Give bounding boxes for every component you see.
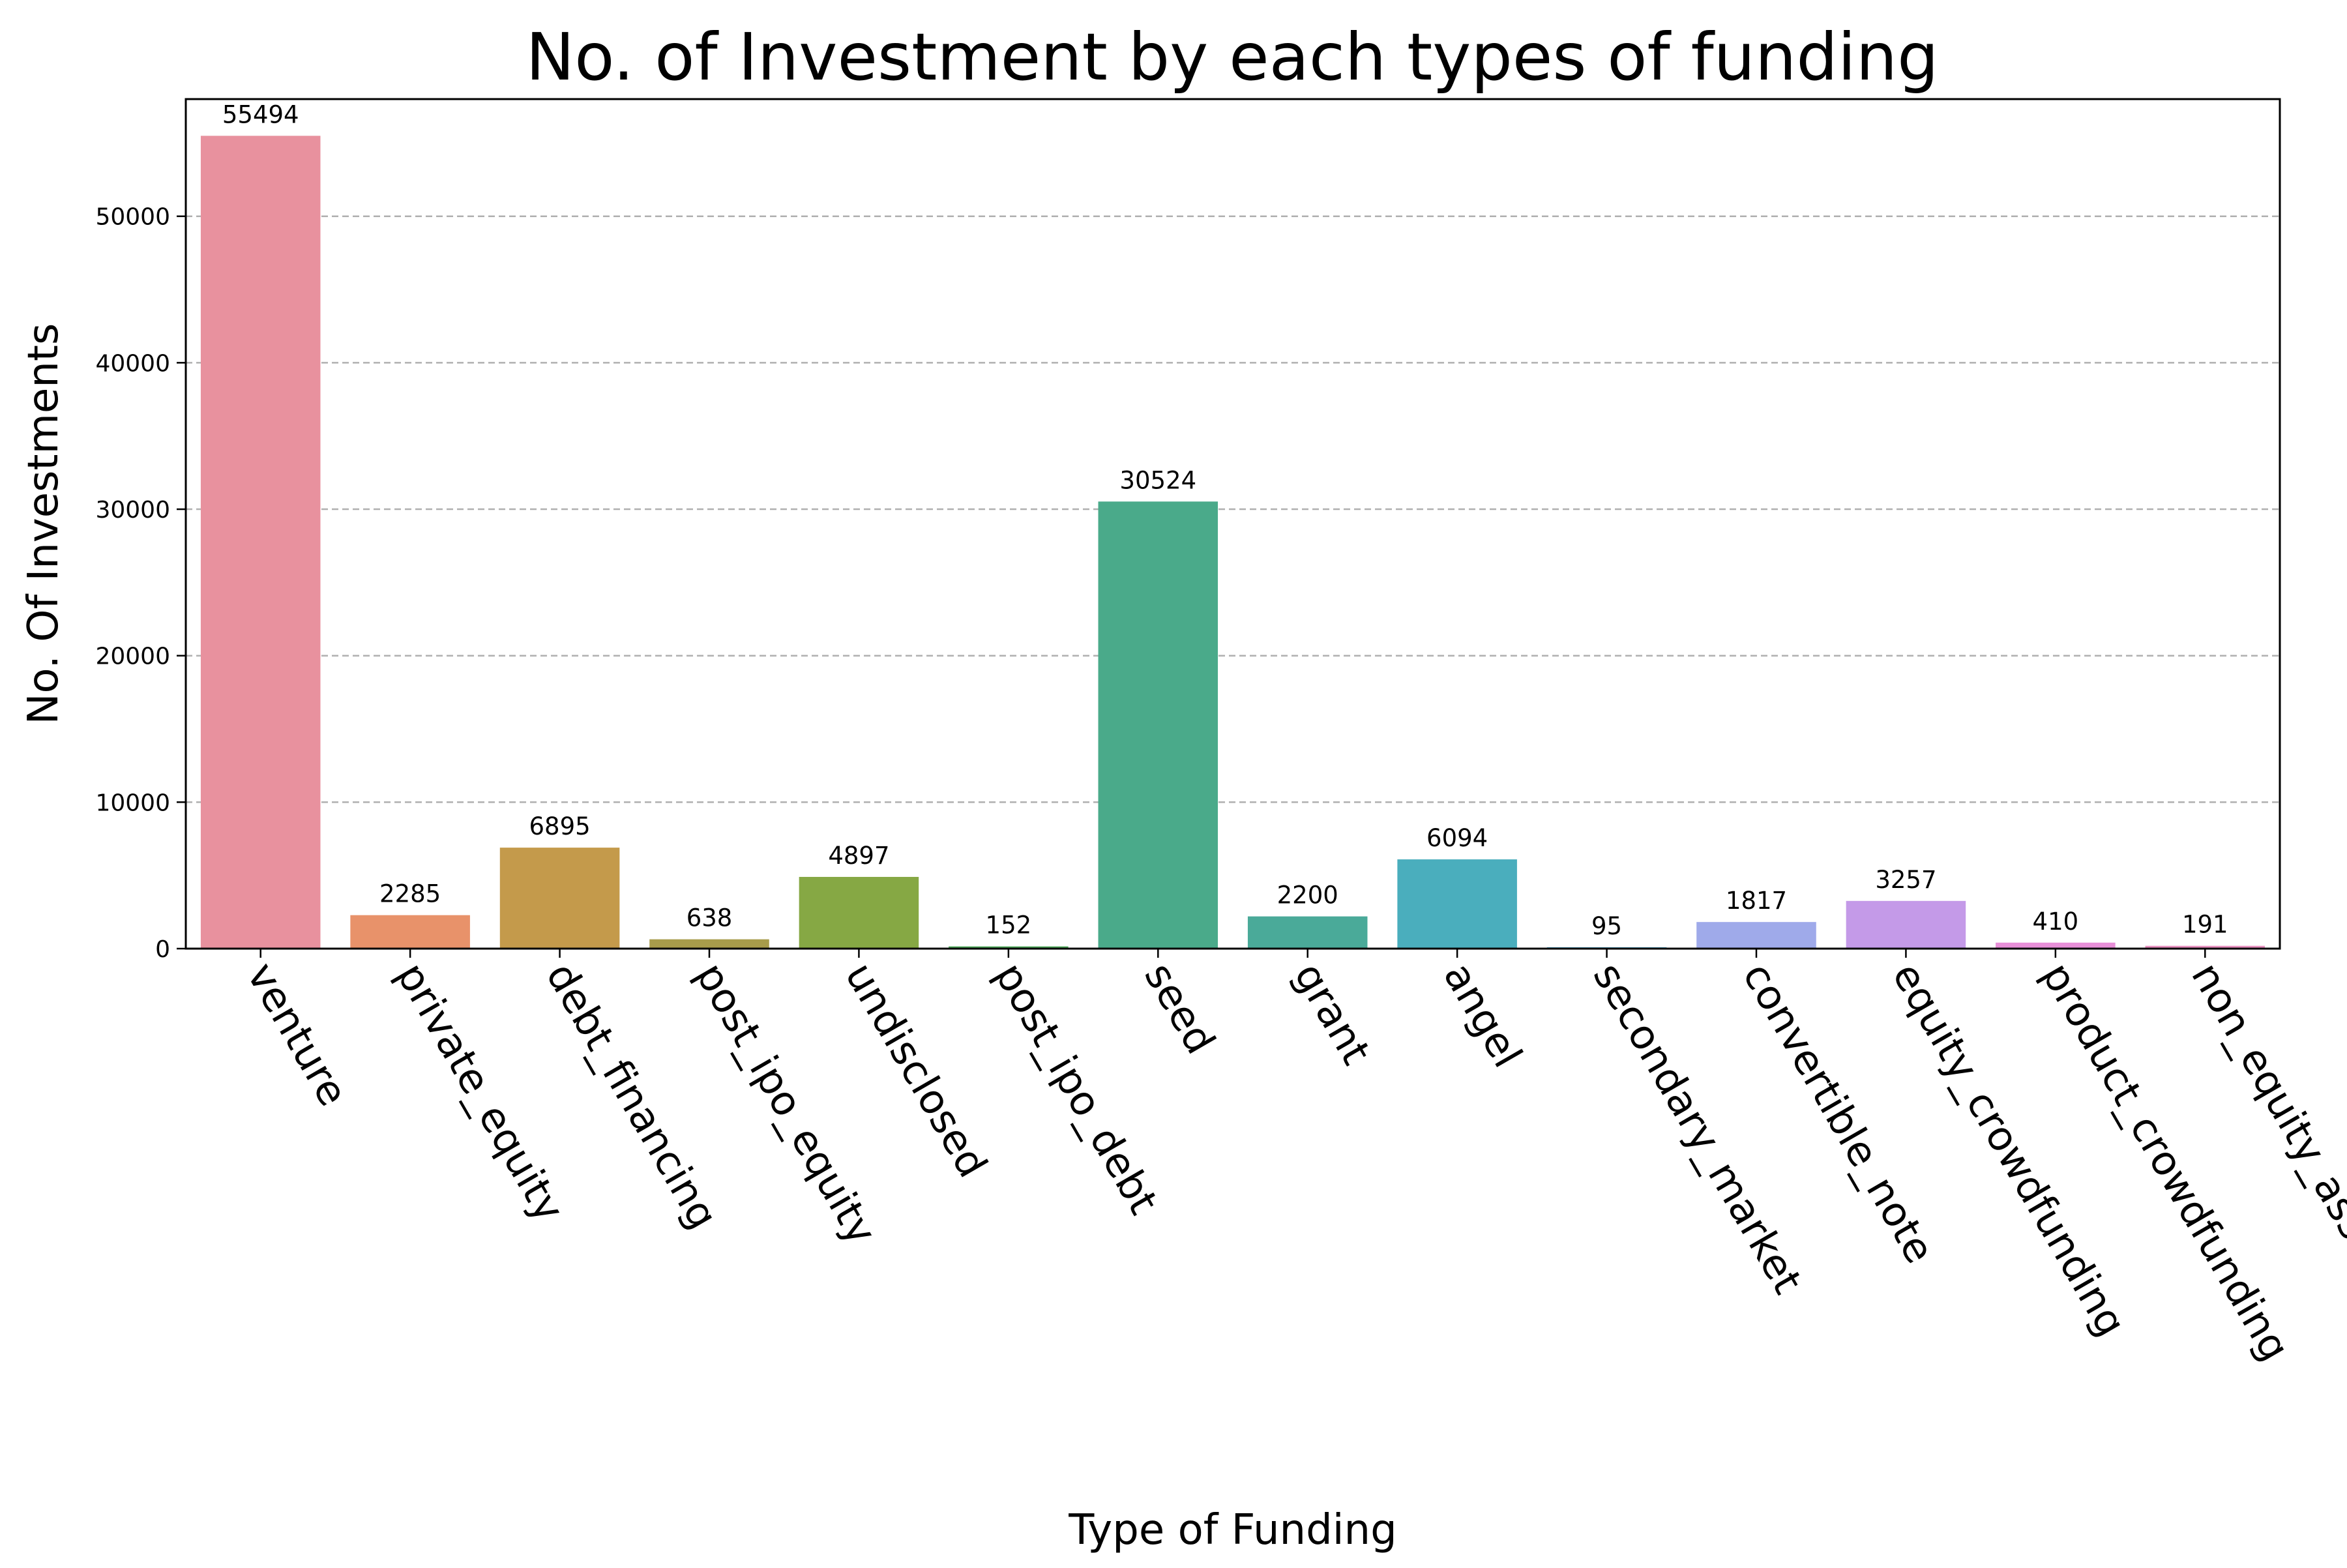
bar-product_crowdfunding: [1996, 942, 2116, 949]
bar-value-label: 638: [686, 904, 733, 932]
gridlines: [186, 215, 2280, 803]
bar-equity_crowdfunding: [1846, 900, 1966, 949]
y-axis: 0 10000 20000 30000 40000 50000: [95, 204, 186, 963]
x-axis: venture private_equitydebt_financingpost_…: [238, 949, 2347, 1373]
bar-post_ipo_debt: [949, 946, 1069, 949]
y-tick-label: 40000: [95, 350, 170, 377]
bar-value-label: 30524: [1119, 466, 1196, 494]
bar-value-label: 152: [986, 911, 1032, 939]
bar-non_equity_assistance: [2145, 945, 2266, 949]
bar-convertible_note: [1696, 922, 1816, 949]
bar-value-label: 410: [2033, 908, 2079, 936]
bar-angel: [1397, 859, 1517, 949]
x-tick-label: grant: [1285, 954, 1380, 1072]
bar-value-label: 2285: [379, 880, 441, 908]
bar-value-label: 55494: [222, 100, 299, 128]
bar-private_equity: [350, 915, 470, 949]
y-tick-label: 20000: [95, 643, 170, 670]
y-tick-label: 30000: [95, 497, 170, 524]
x-axis-title: Type of Funding: [1068, 1506, 1396, 1554]
bar-post_ipo_equity: [649, 939, 769, 949]
bar-seed: [1098, 501, 1218, 949]
bar-value-label: 6895: [529, 812, 590, 840]
bar-value-label: 6094: [1426, 824, 1488, 852]
bar-value-label: 2200: [1277, 881, 1338, 910]
bar-value-labels: 55494 2285 6895 638 4897 152 30524 2200 6094 95 18…: [222, 100, 2228, 940]
y-axis-title: No. Of Investments: [20, 323, 68, 725]
bar-value-label: 3257: [1875, 866, 1936, 894]
y-tick-label: 0: [155, 936, 170, 963]
bar-debt_financing: [499, 848, 620, 949]
bar-venture: [200, 136, 321, 949]
x-tick-label: venture: [238, 954, 357, 1114]
y-tick-label: 10000: [95, 790, 170, 816]
chart-title: No. of Investment by each types of fundi…: [525, 19, 1938, 95]
bar-value-label: 1817: [1726, 887, 1787, 915]
y-tick-label: 50000: [95, 204, 170, 231]
bar-value-label: 191: [2182, 911, 2228, 939]
x-tick-label: post_ipo_debt: [986, 954, 1168, 1222]
x-tick-label: undisclosed: [836, 954, 996, 1185]
bars: [200, 136, 2266, 949]
x-tick-label: angel: [1434, 954, 1531, 1075]
bar-value-label: 4897: [828, 842, 889, 870]
bar-undisclosed: [799, 876, 919, 949]
bar-grant: [1247, 916, 1368, 949]
x-tick-label: seed: [1135, 954, 1224, 1062]
bar-value-label: 95: [1591, 912, 1622, 940]
plot-frame: [185, 98, 2281, 950]
x-tick-label: private_equity: [387, 954, 574, 1230]
